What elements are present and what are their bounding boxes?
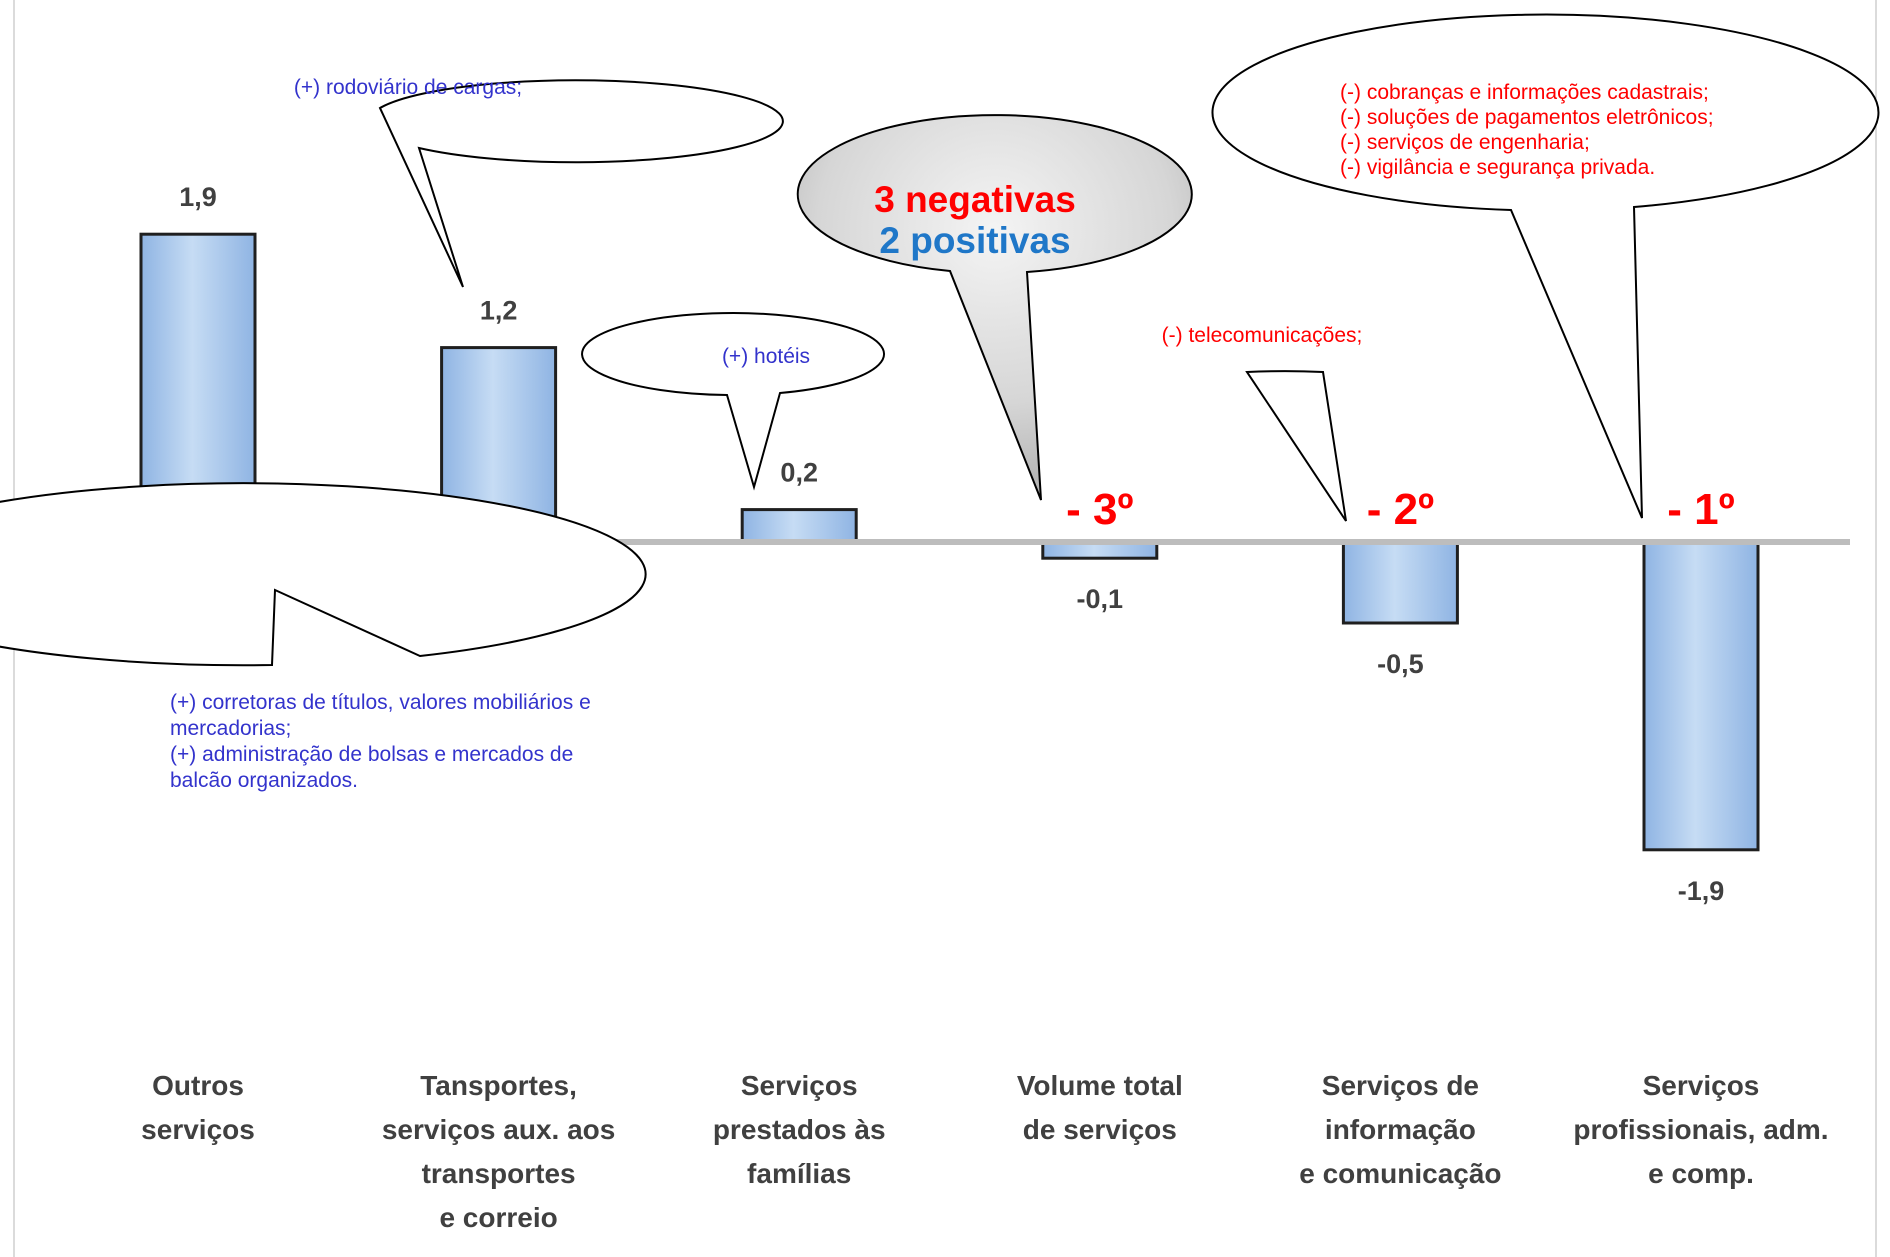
bar-4 [1341,540,1459,625]
callout-families-bubble [581,312,885,491]
summary-callout: 3 negativas 2 positivas [796,114,1193,501]
category-label-4: Serviços de informação e comunicação [1299,1070,1501,1189]
callout-professional-bubble [1211,13,1880,519]
value-label-5: -1,9 [1678,876,1725,906]
rank-label-5: - 1º [1667,485,1734,534]
callout-transport-text: (+) rodoviário de cargas; [294,76,522,99]
callout-information-text: (-) telecomunicações; [1162,324,1363,347]
callout-information-bubble [1245,370,1347,522]
rank-label-4: - 2º [1367,485,1434,534]
value-label-0: 1,9 [179,182,217,212]
summary-positives: 2 positivas [879,220,1070,261]
bar-5 [1642,540,1760,852]
value-label-4: -0,5 [1377,649,1424,679]
rank-label-3: - 3º [1066,485,1133,534]
category-labels-group: Outros serviços Tansportes, serviços aux. a… [141,1070,1828,1233]
callout-families-text: (+) hotéis [722,345,810,368]
value-label-2: 0,2 [780,458,818,488]
category-label-2: Serviços prestados às famílias [713,1070,886,1189]
summary-callout-bubble [796,114,1193,501]
callout-families: (+) hotéis [581,312,885,491]
callout-other-services-bubble [0,482,647,667]
bars-group [139,232,1760,852]
bar-2 [740,508,858,544]
callout-other-services-text: (+) corretoras de títulos, valores mobil… [170,691,591,792]
category-label-0: Outros serviços [141,1070,255,1145]
value-labels-group: 1,9 1,2 0,2 -0,1 -0,5 -1,9 [179,182,1724,906]
callout-transport-bubble [378,79,784,288]
callout-transport: (+) rodoviário de cargas; [294,76,784,288]
callout-other-services: (+) corretoras de títulos, valores mobil… [0,482,647,792]
category-label-5: Serviços profissionais, adm. e comp. [1573,1070,1828,1189]
callout-professional: (-) cobranças e informações cadastrais;(… [1211,13,1880,519]
summary-negatives: 3 negativas [874,179,1076,220]
callout-information: (-) telecomunicações; [1162,324,1363,522]
value-label-1: 1,2 [480,296,518,326]
callout-professional-text: (-) cobranças e informações cadastrais;(… [1340,81,1714,179]
category-label-1: Tansportes, serviços aux. aos transportes e… [382,1070,615,1233]
category-label-3: Volume total de serviços [1017,1070,1183,1145]
value-label-3: -0,1 [1077,584,1124,614]
